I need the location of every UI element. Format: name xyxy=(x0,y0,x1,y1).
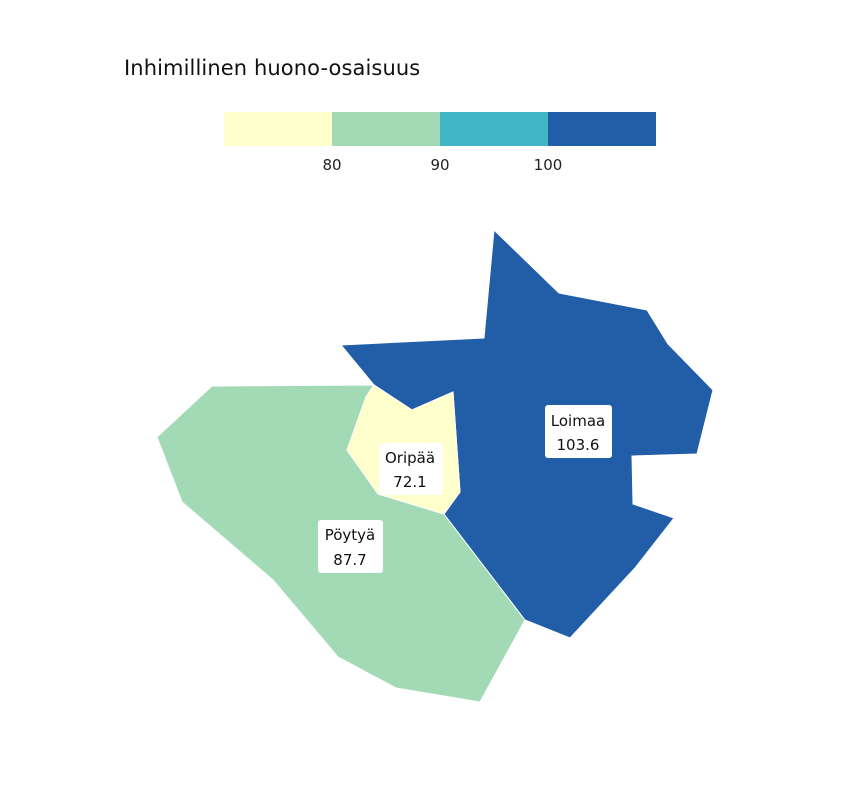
region-value-poytya: 87.7 xyxy=(333,551,366,569)
label-box xyxy=(318,520,383,573)
region-name-poytya: Pöytyä xyxy=(325,526,376,544)
legend-tick-100: 100 xyxy=(534,156,563,174)
legend: 80 90 100 xyxy=(224,112,656,174)
label-box xyxy=(379,443,443,495)
region-value-oripaa: 72.1 xyxy=(393,473,426,491)
legend-swatch-1 xyxy=(224,112,332,146)
region-name-loimaa: Loimaa xyxy=(551,412,605,430)
legend-tick-80: 80 xyxy=(322,156,341,174)
legend-swatch-4 xyxy=(548,112,656,146)
map-title: Inhimillinen huono-osaisuus xyxy=(124,56,421,80)
label-poytya: Pöytyä 87.7 xyxy=(318,520,383,573)
label-oripaa: Oripää 72.1 xyxy=(379,443,443,495)
label-box xyxy=(545,405,612,458)
region-value-loimaa: 103.6 xyxy=(557,436,600,454)
legend-swatch-3 xyxy=(440,112,548,146)
label-loimaa: Loimaa 103.6 xyxy=(545,405,612,458)
region-name-oripaa: Oripää xyxy=(385,449,435,467)
legend-tick-90: 90 xyxy=(430,156,449,174)
legend-swatch-2 xyxy=(332,112,440,146)
